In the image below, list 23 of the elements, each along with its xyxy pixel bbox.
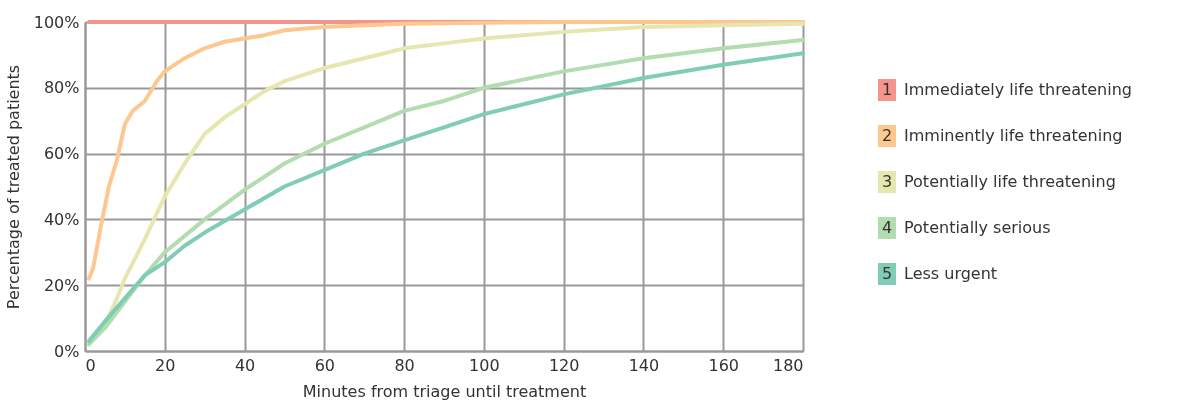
text: 5 Less urgent bbox=[881, 264, 998, 283]
x-tick-label: 180 bbox=[772, 355, 804, 375]
x-tick-label: 120 bbox=[548, 355, 580, 375]
x-tick-label: 20 bbox=[155, 355, 176, 375]
text: 1 Immediately life threatening bbox=[881, 80, 1132, 99]
y-tick-label: 80% bbox=[43, 78, 80, 98]
x-tick-label: 40 bbox=[234, 355, 256, 375]
x-tick-label: 100 bbox=[469, 355, 500, 375]
y-tick-label: 40% bbox=[43, 209, 80, 229]
y-tick-label: 0% bbox=[54, 341, 80, 361]
text: 3 Potentially life threatening bbox=[881, 172, 1116, 191]
x-tick-label: 80 bbox=[394, 355, 415, 375]
x-tick-label: 60 bbox=[314, 355, 336, 375]
y-tick-label: 60% bbox=[43, 144, 80, 164]
text: 2 Imminently life threatening bbox=[881, 126, 1123, 145]
text: 4 Potentially serious bbox=[881, 218, 1051, 237]
x-axis-title: Minutes from triage until treatment bbox=[302, 381, 587, 401]
x-tick-label: 0 bbox=[85, 355, 96, 375]
y-axis-title: Percentage of treated patients bbox=[3, 64, 23, 310]
x-tick-label: 140 bbox=[628, 355, 660, 375]
y-tick-label: 20% bbox=[43, 275, 80, 295]
y-tick-label: 100% bbox=[33, 12, 80, 32]
x-tick-label: 160 bbox=[708, 355, 739, 375]
